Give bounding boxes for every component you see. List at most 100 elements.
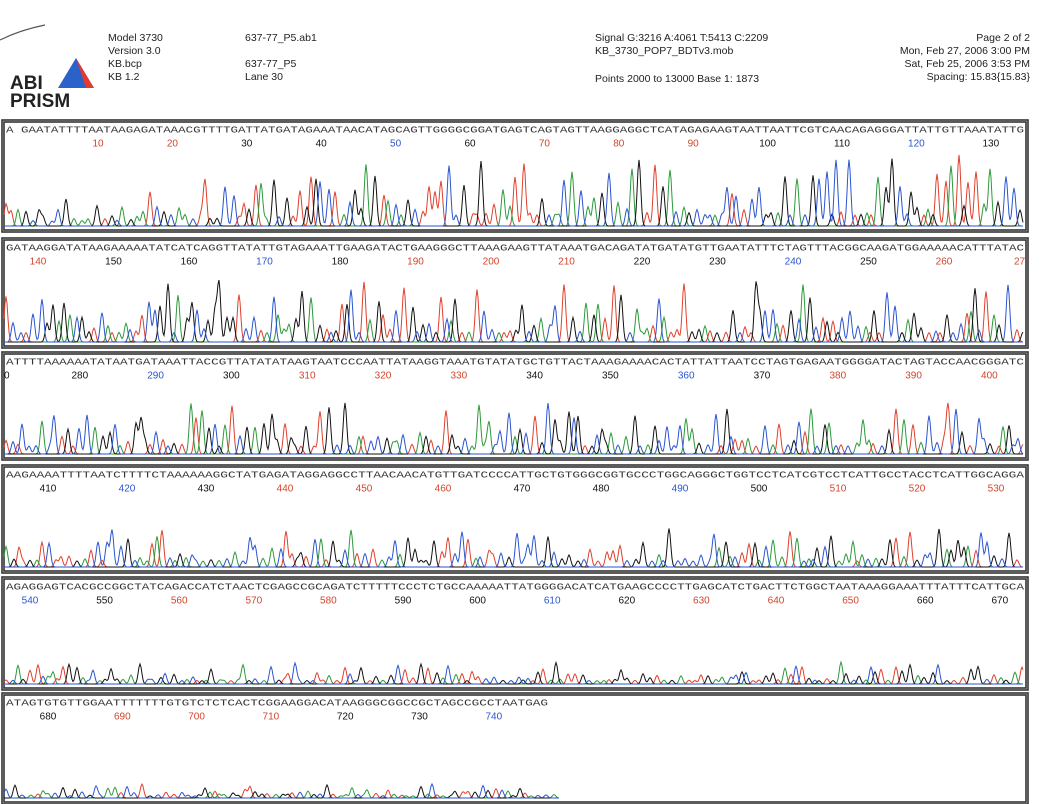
base-position: 370 xyxy=(754,371,771,382)
base-position: 560 xyxy=(171,596,188,607)
base-position: 280 xyxy=(71,371,88,382)
base-position: 220 xyxy=(634,257,651,268)
panel-frame xyxy=(1,119,1029,233)
trace-t xyxy=(3,402,1024,455)
base-position: 630 xyxy=(693,596,710,607)
base-position: 680 xyxy=(40,712,57,723)
base-position: 290 xyxy=(147,371,164,382)
header-field: Points 2000 to 13000 Base 1: 1873 xyxy=(595,73,759,85)
base-position: 390 xyxy=(905,371,922,382)
logo: ABI PRISM xyxy=(10,58,94,112)
base-position: 130 xyxy=(982,139,999,150)
base-position: 40 xyxy=(316,139,328,150)
base-position: 650 xyxy=(842,596,859,607)
base-position: 570 xyxy=(245,596,262,607)
base-position: 90 xyxy=(688,139,700,150)
panel-frame xyxy=(1,464,1029,574)
sequence: ATTTTAAAAAATATAATGATAAATTACCGTTATATATAAG… xyxy=(6,357,1025,367)
base-position: 510 xyxy=(830,484,847,495)
base-position: 530 xyxy=(988,484,1005,495)
sequence: ATAGTGTGTTGGAATTTTTTTGTGTCTCTCACTCGGAAGG… xyxy=(6,698,548,708)
trace-g xyxy=(4,660,1023,685)
base-position: 550 xyxy=(96,596,113,607)
trace-c xyxy=(4,529,1023,568)
base-position: 10 xyxy=(92,139,104,150)
trace-g xyxy=(4,279,1024,343)
trace-t xyxy=(3,663,1024,685)
sequence: A GAATATTTTAATAAGAGATAAACGTTTTGATTATGATA… xyxy=(6,125,1024,135)
base-position: 360 xyxy=(678,371,695,382)
header-field: Spacing: 15.83{15.83} xyxy=(927,71,1031,83)
base-position: 670 xyxy=(991,596,1008,607)
trace-panel: ATAGTGTGTTGGAATTTTTTTGTGTCTCTCACTCGGAAGG… xyxy=(1,692,1029,804)
base-position: 380 xyxy=(829,371,846,382)
base-position: 610 xyxy=(544,596,561,607)
header-field: 637-77_P5 xyxy=(245,58,297,70)
trace-c xyxy=(3,782,559,799)
pen-mark xyxy=(0,24,46,41)
base-position: 320 xyxy=(375,371,392,382)
sequence: AAGAAAATTTTAATCTTTTCTAAAAAAGGCTATGAGATAG… xyxy=(6,470,1025,480)
header-field: Page 2 of 2 xyxy=(976,32,1030,44)
base-position: 100 xyxy=(759,139,776,150)
sequence: GATAAGGATATAAGAAAAATATCATCAGGTTATATTGTAG… xyxy=(6,243,1025,253)
base-position: 540 xyxy=(22,596,39,607)
base-position: 660 xyxy=(917,596,934,607)
base-position: 170 xyxy=(256,257,273,268)
trace-panel: ATTTTAAAAAATATAATGATAAATTACCGTTATATATAAG… xyxy=(1,351,1029,461)
base-position: 490 xyxy=(672,484,689,495)
trace-g xyxy=(4,783,559,799)
base-position: 420 xyxy=(119,484,136,495)
base-position: 27 xyxy=(1014,257,1026,268)
base-position: 150 xyxy=(105,257,122,268)
panel-frame xyxy=(1,576,1029,691)
base-position: 730 xyxy=(411,712,428,723)
panel-frame-inner xyxy=(3,578,1027,689)
header-field: Mon, Feb 27, 2006 3:00 PM xyxy=(900,45,1030,57)
base-position: 350 xyxy=(602,371,619,382)
header-field: KB.bcp xyxy=(108,58,142,70)
header-field: KB 1.2 xyxy=(108,71,140,83)
base-position: 690 xyxy=(114,712,131,723)
trace-c xyxy=(4,403,1024,455)
base-position: 110 xyxy=(834,139,850,150)
trace-g xyxy=(4,402,1023,455)
trace-panel: AAGAAAATTTTAATCTTTTCTAAAAAAGGCTATGAGATAG… xyxy=(1,464,1029,574)
base-position: 590 xyxy=(395,596,412,607)
base-position: 340 xyxy=(526,371,543,382)
trace-a xyxy=(4,660,1023,685)
base-position: 620 xyxy=(618,596,635,607)
logo-abi: ABI xyxy=(10,73,43,94)
base-position: 480 xyxy=(593,484,610,495)
panel-frame-inner xyxy=(3,121,1027,231)
base-position: 80 xyxy=(613,139,625,150)
base-position: 710 xyxy=(263,712,280,723)
base-position: 500 xyxy=(751,484,768,495)
base-position: 260 xyxy=(936,257,953,268)
header-field: Version 3.0 xyxy=(108,45,161,57)
header-field: KB_3730_POP7_BDTv3.mob xyxy=(595,45,733,57)
panel-frame xyxy=(1,237,1029,349)
panel-frame xyxy=(1,692,1029,804)
base-position: 140 xyxy=(30,257,47,268)
base-position: 250 xyxy=(860,257,877,268)
header-field: 637-77_P5.ab1 xyxy=(245,32,317,44)
base-position: 520 xyxy=(909,484,926,495)
header-field: Model 3730 xyxy=(108,32,163,44)
base-position: 120 xyxy=(908,139,925,150)
base-position: 160 xyxy=(181,257,198,268)
base-position: 210 xyxy=(558,257,575,268)
base-position: 60 xyxy=(464,139,476,150)
trace-panel: AGAGGAGTCACGCCGGCTATCAGACCATCTAACTCGAGCC… xyxy=(1,576,1029,691)
base-position: 180 xyxy=(332,257,349,268)
base-position: 460 xyxy=(435,484,452,495)
panel-frame-inner xyxy=(3,239,1027,347)
base-position: 470 xyxy=(514,484,531,495)
base-position: 20 xyxy=(167,139,179,150)
trace-c xyxy=(4,284,1023,343)
panel-frame-inner xyxy=(3,353,1027,459)
base-position: 600 xyxy=(469,596,486,607)
base-position: 400 xyxy=(981,371,998,382)
base-position: 580 xyxy=(320,596,337,607)
base-position: 700 xyxy=(188,712,205,723)
